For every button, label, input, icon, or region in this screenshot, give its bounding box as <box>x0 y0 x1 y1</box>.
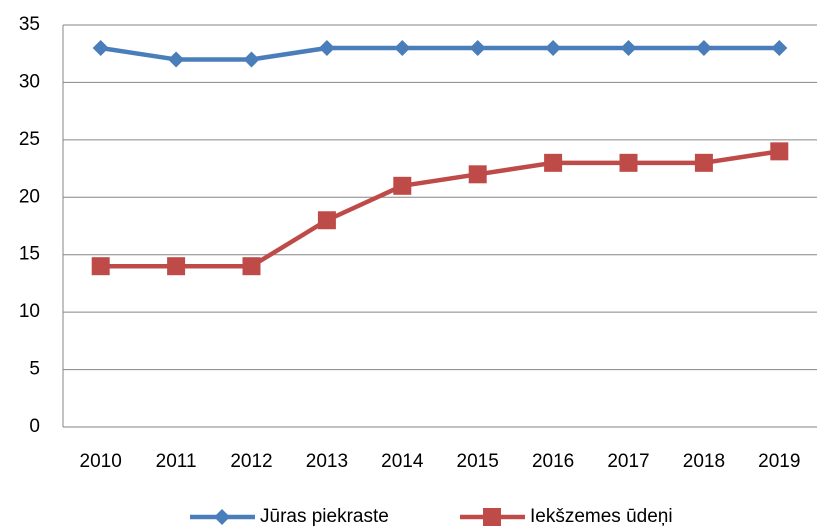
marker <box>544 153 563 172</box>
x-tick-label: 2012 <box>230 451 272 472</box>
marker <box>318 39 335 56</box>
x-tick-label: 2014 <box>381 451 424 472</box>
x-tick-label: 2017 <box>607 451 649 472</box>
marker <box>167 257 186 276</box>
marker <box>695 39 712 56</box>
x-tick-label: 2019 <box>758 451 800 472</box>
y-tick-label: 15 <box>19 244 40 265</box>
marker <box>771 39 788 56</box>
x-tick-label: 2018 <box>683 451 725 472</box>
x-tick-label: 2015 <box>457 451 499 472</box>
marker <box>92 39 109 56</box>
marker <box>468 165 487 184</box>
series-line <box>100 149 780 269</box>
marker <box>770 142 789 161</box>
marker <box>619 153 638 172</box>
marker <box>214 509 230 525</box>
marker <box>545 39 562 56</box>
marker <box>483 508 501 526</box>
marker <box>620 39 637 56</box>
y-tick-label: 0 <box>29 416 40 437</box>
marker <box>694 153 713 172</box>
y-tick-label: 10 <box>19 301 40 322</box>
marker <box>91 257 110 276</box>
marker <box>394 39 411 56</box>
y-tick-label: 25 <box>19 129 40 150</box>
marker <box>317 211 336 230</box>
series-line <box>100 45 780 62</box>
marker <box>243 51 260 68</box>
y-tick-label: 35 <box>19 14 40 35</box>
legend-label: Jūras piekraste <box>260 506 389 527</box>
marker <box>242 257 261 276</box>
legend-label: Iekšzemes ūdeņi <box>530 506 673 527</box>
y-tick-label: 5 <box>29 359 40 380</box>
x-tick-label: 2013 <box>306 451 348 472</box>
y-tick-label: 20 <box>19 186 40 207</box>
x-tick-label: 2011 <box>156 451 197 472</box>
marker <box>168 51 185 68</box>
y-tick-label: 30 <box>19 71 40 92</box>
x-tick-label: 2016 <box>532 451 574 472</box>
x-tick-label: 2010 <box>80 451 122 472</box>
marker <box>393 176 412 195</box>
marker <box>469 39 486 56</box>
